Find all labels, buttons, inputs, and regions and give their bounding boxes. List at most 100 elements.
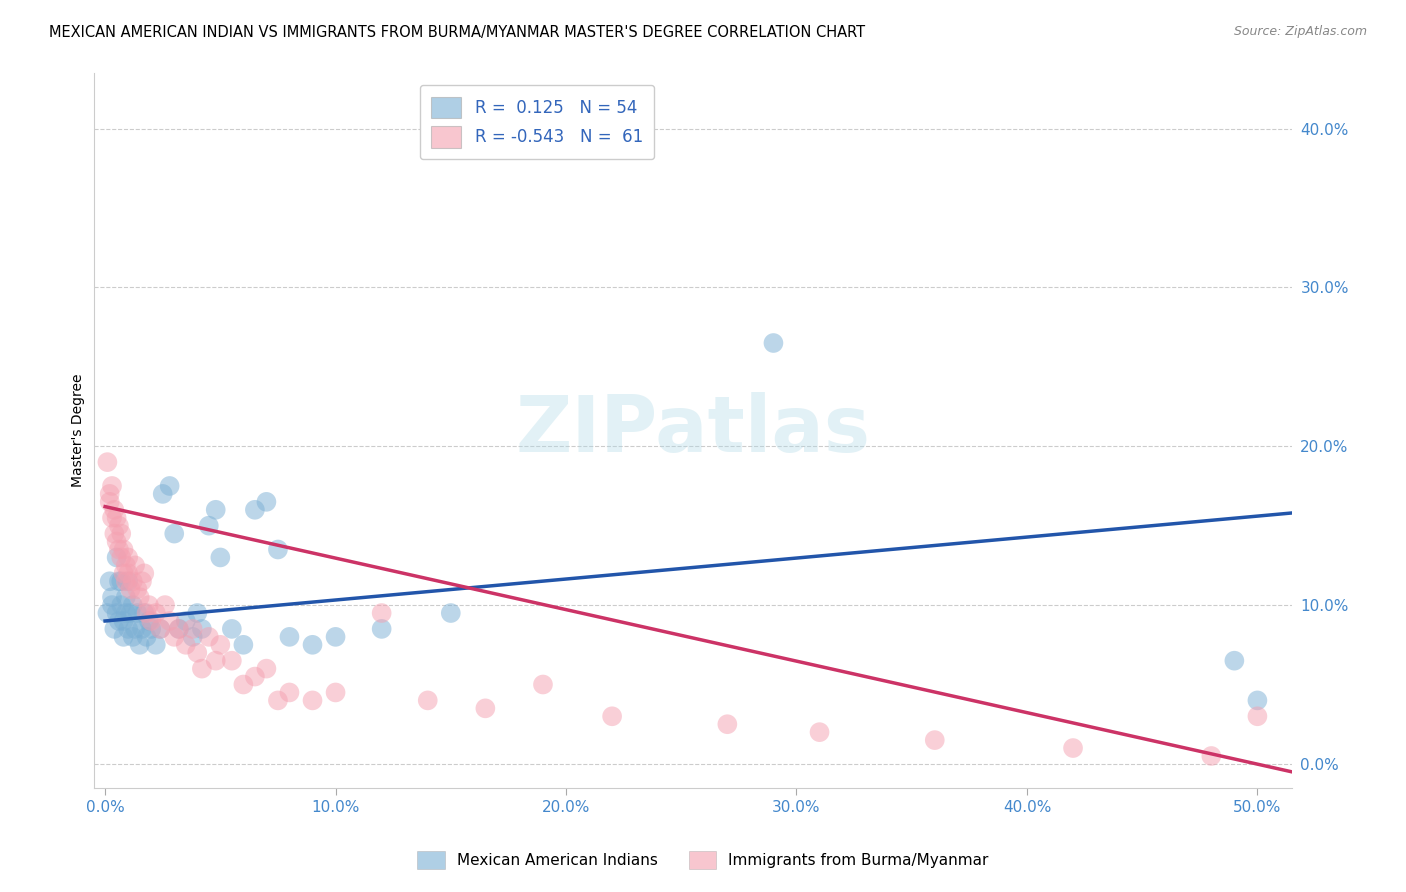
Point (103, 503, 125, 517)
Point (105, 534, 128, 549)
Point (103, 622, 125, 636)
Point (1201, 749, 1223, 764)
Point (128, 638, 150, 652)
Point (267, 693, 290, 707)
Point (131, 574, 153, 589)
Point (209, 550, 232, 565)
Point (149, 622, 172, 636)
Point (153, 598, 176, 612)
Point (174, 638, 197, 652)
Point (124, 558, 146, 573)
Point (115, 606, 138, 620)
Point (98, 495, 121, 509)
Point (198, 518, 221, 533)
Legend: R =  0.125   N = 54, R = -0.543   N =  61: R = 0.125 N = 54, R = -0.543 N = 61 (419, 85, 654, 160)
Point (243, 669, 266, 683)
Point (174, 614, 197, 628)
Point (135, 630, 157, 644)
Point (135, 606, 157, 620)
Point (131, 622, 153, 636)
Point (762, 336, 785, 351)
Point (115, 574, 138, 589)
Point (716, 717, 738, 731)
Point (110, 550, 132, 565)
Point (167, 622, 190, 636)
Point (128, 590, 150, 604)
Point (204, 654, 226, 668)
Point (301, 638, 323, 652)
Point (278, 630, 301, 644)
Point (117, 574, 139, 589)
Point (531, 677, 554, 691)
Point (186, 646, 208, 660)
Point (191, 622, 214, 636)
Point (221, 622, 243, 636)
Point (120, 582, 142, 597)
Point (96, 455, 118, 469)
Point (1062, 741, 1084, 756)
Point (124, 622, 146, 636)
Point (600, 709, 623, 723)
Point (98, 574, 121, 589)
Point (112, 542, 135, 557)
Point (204, 503, 226, 517)
Point (108, 614, 131, 628)
Point (101, 510, 124, 524)
Point (221, 654, 243, 668)
Point (924, 733, 946, 747)
Point (101, 598, 124, 612)
Point (112, 614, 135, 628)
Y-axis label: Master's Degree: Master's Degree (72, 374, 86, 487)
Point (127, 606, 149, 620)
Point (167, 622, 190, 636)
Point (110, 574, 132, 589)
Point (101, 590, 124, 604)
Point (808, 725, 831, 739)
Point (115, 558, 138, 573)
Text: ZIPatlas: ZIPatlas (515, 392, 870, 468)
Text: Source: ZipAtlas.com: Source: ZipAtlas.com (1233, 25, 1367, 38)
Point (474, 701, 496, 715)
Point (149, 622, 172, 636)
Point (1246, 693, 1268, 707)
Point (134, 566, 156, 581)
Point (110, 598, 132, 612)
Point (181, 622, 204, 636)
Point (440, 606, 463, 620)
Point (370, 606, 392, 620)
Point (370, 622, 392, 636)
Point (108, 542, 131, 557)
Point (243, 503, 266, 517)
Point (112, 566, 135, 581)
Point (121, 598, 143, 612)
Point (127, 582, 149, 597)
Point (1246, 709, 1268, 723)
Point (101, 479, 124, 493)
Point (141, 614, 163, 628)
Point (325, 685, 347, 699)
Point (105, 510, 128, 524)
Point (105, 550, 128, 565)
Point (163, 526, 186, 541)
Point (416, 693, 439, 707)
Point (112, 630, 135, 644)
Point (159, 479, 181, 493)
Point (134, 606, 156, 620)
Point (232, 638, 254, 652)
Point (181, 630, 204, 644)
Point (108, 574, 131, 589)
Point (117, 550, 139, 565)
Legend: Mexican American Indians, Immigrants from Burma/Myanmar: Mexican American Indians, Immigrants fro… (412, 845, 994, 875)
Text: MEXICAN AMERICAN INDIAN VS IMMIGRANTS FROM BURMA/MYANMAR MASTER'S DEGREE CORRELA: MEXICAN AMERICAN INDIAN VS IMMIGRANTS FR… (49, 25, 865, 40)
Point (278, 685, 301, 699)
Point (117, 566, 139, 581)
Point (110, 526, 132, 541)
Point (325, 630, 347, 644)
Point (115, 590, 138, 604)
Point (105, 606, 128, 620)
Point (186, 606, 208, 620)
Point (198, 630, 221, 644)
Point (1223, 654, 1246, 668)
Point (267, 542, 290, 557)
Point (138, 598, 160, 612)
